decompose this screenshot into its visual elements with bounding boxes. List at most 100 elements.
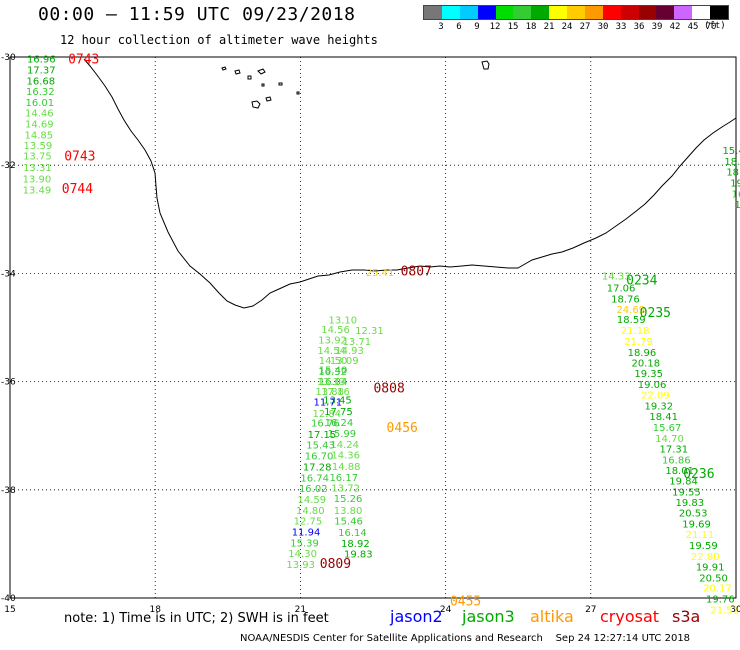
satellite-altika: altika xyxy=(530,607,574,626)
color-scale-tick-label: 6 xyxy=(456,22,462,32)
pass-time-label: 0236 xyxy=(683,467,714,482)
wave-height-label: 16.17 xyxy=(329,473,358,484)
wave-height-label: 16.01 xyxy=(25,98,54,109)
pass-time-label: 0744 xyxy=(62,182,93,197)
wave-height-label: 19.35 xyxy=(634,369,663,380)
color-scale-tick-label: 42 xyxy=(669,22,681,32)
wave-height-label: 14.59 xyxy=(297,495,326,506)
color-scale-swatch xyxy=(638,6,657,19)
track-0807: 13.1014.5613.9214.5414.5015.4016.0417.16… xyxy=(317,315,372,560)
wave-height-label: 17.75 xyxy=(324,407,353,418)
color-scale-tick-label: 18 xyxy=(525,22,537,32)
coastline xyxy=(83,58,737,309)
axis-tick-labels: 15 18 21 24 27 30 -30 -32 -34 -36 -38 -40 xyxy=(1,53,740,615)
color-scale-swatch xyxy=(531,6,550,19)
wave-height-label: 14.33 xyxy=(602,272,631,283)
color-scale-tick-label: 21 xyxy=(543,22,555,32)
wave-height-label: 21.11 xyxy=(686,530,715,541)
wave-height-label: 15.99 xyxy=(328,429,357,440)
track-altika: 25.41 xyxy=(366,268,395,279)
satellite-cryosat: cryosat xyxy=(600,607,660,626)
satellite-s3a: s3a xyxy=(672,607,701,626)
wave-height-label: 20.17 xyxy=(703,584,732,595)
pass-time-label: 0743 xyxy=(64,149,95,164)
wave-height-label: 13.10 xyxy=(328,315,357,326)
color-scale-swatch xyxy=(549,6,567,19)
pass-time-label: 0743 xyxy=(68,53,99,68)
wave-height-label: 19.76 xyxy=(706,595,735,606)
wave-height-label: 13.75 xyxy=(23,151,52,162)
wave-height-label: 19.55 xyxy=(672,487,701,498)
wave-height-label: 18.9 xyxy=(726,168,740,179)
wave-height-label: 12.31 xyxy=(355,326,384,337)
x-tick-label: 15 xyxy=(4,605,15,615)
wave-height-label: 13.72 xyxy=(331,484,360,495)
color-scale-swatch xyxy=(692,6,710,19)
wave-height-label: 15.43 xyxy=(722,146,740,157)
wave-height-label: 22.09 xyxy=(641,391,670,402)
wave-height-label: 18.23 xyxy=(724,157,740,168)
track-0808: 12.3113.7114.9313.0916.3213.3313.8811.71… xyxy=(286,326,383,571)
wave-height-label: 17.16 xyxy=(321,387,350,398)
wave-height-label: 19.32 xyxy=(645,401,674,412)
wave-height-label: 15.26 xyxy=(334,494,363,505)
color-scale-swatch xyxy=(656,6,675,19)
color-scale-tick-label: 15 xyxy=(507,22,519,32)
wave-height-label: 16.74 xyxy=(300,473,329,484)
wave-height-label: 20.53 xyxy=(679,509,708,520)
y-tick-label: -34 xyxy=(1,269,16,279)
islands xyxy=(221,60,490,109)
color-scale-swatch xyxy=(513,6,532,19)
pass-time-label: 0234 xyxy=(626,273,657,288)
wave-height-label: 15.43 xyxy=(306,440,335,451)
track-0743: 16.9617.3716.6816.3216.0114.4614.6914.85… xyxy=(23,55,56,197)
color-scale-swatch xyxy=(567,6,585,19)
wave-height-label: 14.80 xyxy=(296,506,325,517)
wave-height-label: 16.32 xyxy=(26,87,55,98)
map-frame xyxy=(9,56,737,599)
wave-height-label: 15.40 xyxy=(319,366,348,377)
wave-height-label: 12.75 xyxy=(294,517,323,528)
x-tick-label: 30 xyxy=(730,605,740,615)
wave-height-label: 14.69 xyxy=(25,120,54,131)
color-scale-swatch xyxy=(441,6,460,19)
wave-height-label: 21.79 xyxy=(624,337,653,348)
graticule xyxy=(10,57,736,598)
color-scale-legend: 3 6 9 12 15 18 21 24 27 30 33 36 39 42 45 70 xyxy=(423,5,729,34)
wave-height-label: 17.31 xyxy=(660,445,689,456)
track-0234: 14.3317.0618.7624.6918.5921.1821.7918.96… xyxy=(602,272,739,617)
legend-unit: (ft) xyxy=(704,21,726,31)
wave-height-label: 19.83 xyxy=(344,550,373,561)
color-scale-tick-label: 36 xyxy=(633,22,645,32)
wave-height-label: 16.02 xyxy=(299,484,328,495)
wave-height-label: 18.59 xyxy=(617,315,646,326)
wave-height-label: 13.93 xyxy=(286,560,315,571)
color-scale-tick-label: 24 xyxy=(561,22,573,32)
wave-height-label: 17.28 xyxy=(303,463,332,474)
wave-height-label: 14.56 xyxy=(321,325,350,336)
wave-height-label: 18.76 xyxy=(611,294,640,305)
color-scale-tick-label: 12 xyxy=(489,22,501,32)
x-tick-label: 21 xyxy=(295,605,306,615)
pass-time-label: 0809 xyxy=(320,557,351,572)
color-scale-swatch xyxy=(710,6,728,19)
wave-height-label: 19.91 xyxy=(696,563,725,574)
color-scale-tick-label: 3 xyxy=(438,22,444,32)
wave-height-label: 13.09 xyxy=(330,356,359,367)
wave-height-label: 1 xyxy=(735,200,740,211)
wave-height-label: 14.50 xyxy=(319,356,348,367)
color-scale-swatch xyxy=(584,6,603,19)
wave-height-label: 20.18 xyxy=(631,359,660,370)
track-east: 15.4318.2318.919.816.1 xyxy=(722,146,740,211)
wave-height-label: 14.93 xyxy=(335,346,364,357)
wave-height-label: 13.31 xyxy=(23,163,52,174)
wave-height-label: 21.18 xyxy=(621,326,650,337)
wave-height-label: 19.69 xyxy=(682,519,711,530)
wave-height-label: 14.30 xyxy=(288,549,317,560)
wave-height-label: 18.96 xyxy=(628,348,657,359)
wave-height-label: 14.88 xyxy=(332,462,361,473)
wave-height-label: 13.49 xyxy=(23,186,52,197)
wave-height-label: 14.85 xyxy=(25,130,54,141)
color-scale-swatch xyxy=(459,6,478,19)
wave-height-label: 18.92 xyxy=(341,539,370,550)
